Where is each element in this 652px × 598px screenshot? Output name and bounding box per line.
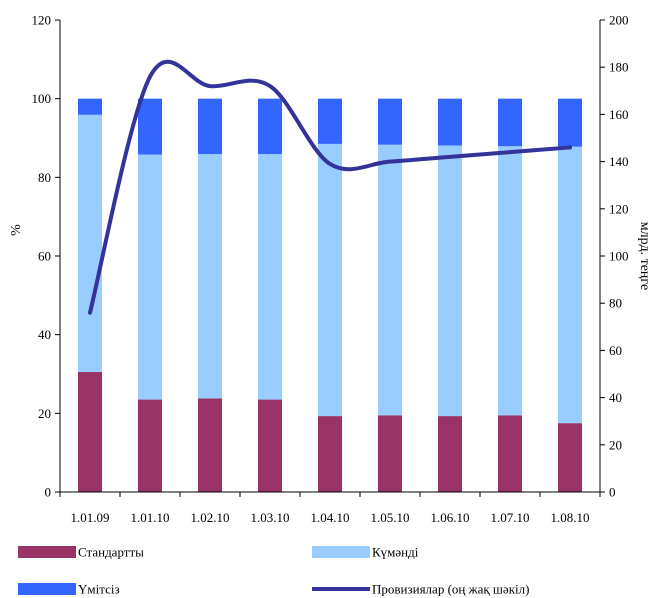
bar-1-3 bbox=[258, 154, 282, 400]
legend-swatch-2 bbox=[18, 583, 76, 595]
bar-2-1 bbox=[138, 98, 162, 155]
bar-1-8 bbox=[558, 146, 582, 424]
right-tick-label: 20 bbox=[609, 437, 622, 452]
left-tick-label: 120 bbox=[32, 13, 52, 28]
x-tick-label: 1.05.10 bbox=[371, 510, 410, 525]
x-tick-label: 1.02.10 bbox=[191, 510, 230, 525]
bar-0-7 bbox=[498, 415, 522, 492]
bar-1-6 bbox=[438, 145, 462, 417]
bar-0-1 bbox=[138, 399, 162, 492]
legend-label-2: Үмітсіз bbox=[78, 582, 120, 597]
x-tick-label: 1.04.10 bbox=[311, 510, 350, 525]
bar-2-7 bbox=[498, 98, 522, 147]
legend-label-0: Стандартты bbox=[78, 545, 144, 560]
x-tick-label: 1.07.10 bbox=[491, 510, 530, 525]
bar-1-5 bbox=[378, 144, 402, 416]
right-tick-label: 40 bbox=[609, 390, 622, 405]
right-tick-label: 100 bbox=[609, 249, 629, 264]
left-tick-label: 100 bbox=[32, 91, 52, 106]
left-tick-label: 80 bbox=[38, 170, 51, 185]
bar-2-5 bbox=[378, 98, 402, 145]
bars-layer bbox=[78, 98, 582, 492]
right-tick-label: 80 bbox=[609, 296, 622, 311]
left-tick-label: 20 bbox=[38, 406, 51, 421]
x-tick-label: 1.06.10 bbox=[431, 510, 470, 525]
legend: Стандартты Күмәнді Үмітсіз Провизиялар (оң … bbox=[18, 545, 529, 597]
ticks-layer: 0 20 40 60 80 100 120 0 20 40 60 80 100 120 140 160 180 2… bbox=[32, 13, 629, 526]
left-tick-label: 0 bbox=[45, 485, 52, 500]
left-axis-title: % bbox=[9, 224, 24, 236]
x-tick-label: 1.01.09 bbox=[71, 510, 110, 525]
right-tick-label: 140 bbox=[609, 154, 629, 169]
right-tick-label: 0 bbox=[609, 485, 616, 500]
right-tick-label: 160 bbox=[609, 107, 629, 122]
legend-swatch-1 bbox=[312, 546, 370, 558]
bar-1-1 bbox=[138, 154, 162, 400]
x-tick-label: 1.01.10 bbox=[131, 510, 170, 525]
bar-1-4 bbox=[318, 143, 342, 417]
x-tick-label: 1.08.10 bbox=[551, 510, 590, 525]
bar-2-8 bbox=[558, 98, 582, 147]
bar-2-4 bbox=[318, 98, 342, 144]
right-tick-label: 180 bbox=[609, 60, 629, 75]
bar-2-6 bbox=[438, 98, 462, 146]
bar-2-2 bbox=[198, 98, 222, 155]
bar-0-5 bbox=[378, 415, 402, 492]
left-tick-label: 60 bbox=[38, 249, 51, 264]
bar-1-7 bbox=[498, 146, 522, 416]
legend-label-1: Күмәнді bbox=[372, 545, 419, 560]
line-layer bbox=[88, 59, 572, 315]
bar-0-2 bbox=[198, 398, 222, 492]
bar-2-0 bbox=[78, 98, 102, 115]
legend-label-3: Провизиялар (оң жақ шәкіл) bbox=[372, 582, 529, 597]
bar-1-0 bbox=[78, 114, 102, 373]
right-tick-label: 200 bbox=[609, 13, 629, 28]
bar-0-8 bbox=[558, 423, 582, 492]
bar-2-3 bbox=[258, 98, 282, 155]
left-tick-label: 40 bbox=[38, 327, 51, 342]
bar-0-4 bbox=[318, 416, 342, 492]
x-tick-label: 1.03.10 bbox=[251, 510, 290, 525]
legend-swatch-0 bbox=[18, 546, 76, 558]
bar-0-6 bbox=[438, 416, 462, 492]
bar-0-3 bbox=[258, 399, 282, 492]
provisions-line bbox=[88, 59, 572, 315]
right-tick-label: 60 bbox=[609, 343, 622, 358]
right-tick-label: 120 bbox=[609, 201, 629, 216]
bar-1-2 bbox=[198, 154, 222, 399]
right-axis-title: млрд. теңге bbox=[637, 222, 652, 290]
bar-0-0 bbox=[78, 372, 102, 492]
